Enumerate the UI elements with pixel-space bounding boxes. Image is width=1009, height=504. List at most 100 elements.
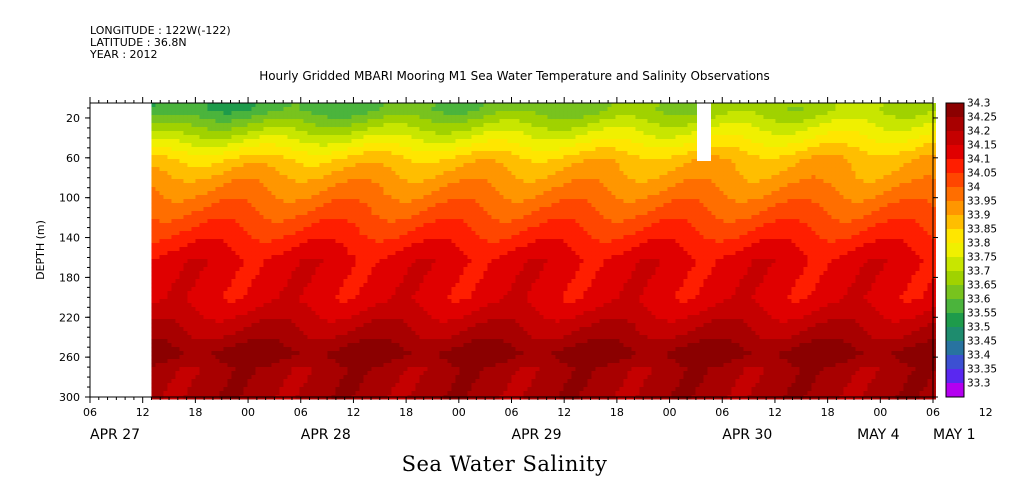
longitude-label: LONGITUDE : 122W(-122) [90,24,231,37]
heatmap-cell [403,195,408,200]
heatmap-cell [223,307,228,312]
heatmap-cell [199,387,204,392]
heatmap-cell [255,139,260,144]
heatmap-cell [355,131,360,136]
heatmap-cell [247,215,252,220]
heatmap-cell [323,351,328,356]
heatmap-cell [179,347,184,352]
heatmap-cell [395,147,400,152]
heatmap-cell [375,375,380,380]
heatmap-cell [411,355,416,360]
heatmap-cell [403,191,408,196]
heatmap-cell [231,151,236,156]
heatmap-cell [379,299,384,304]
heatmap-cell [379,347,384,352]
heatmap-cell [239,103,244,108]
heatmap-cell [155,151,160,156]
heatmap-cell [403,255,408,260]
heatmap-cell [291,335,296,340]
heatmap-cell [415,127,420,132]
heatmap-cell [223,391,228,396]
heatmap-cell [271,183,276,188]
heatmap-cell [343,283,348,288]
heatmap-cell [311,103,316,108]
heatmap-cell [203,359,208,364]
heatmap-cell [259,279,264,284]
heatmap-cell [251,107,256,112]
heatmap-cell [235,279,240,284]
heatmap-cell [151,367,156,372]
heatmap-cell [403,211,408,216]
heatmap-cell [167,235,172,240]
heatmap-cell [163,211,168,216]
heatmap-cell [319,163,324,168]
heatmap-cell [295,155,300,160]
heatmap-cell [291,287,296,292]
heatmap-cell [371,107,376,112]
heatmap-cell [151,295,156,300]
heatmap-cell [327,139,332,144]
heatmap-cell [279,291,284,296]
heatmap-cell [163,347,168,352]
heatmap-cell [211,231,216,236]
heatmap-cell [167,347,172,352]
heatmap-cell [267,323,272,328]
heatmap-cell [355,371,360,376]
heatmap-cell [395,319,400,324]
heatmap-cell [399,167,404,172]
heatmap-cell [419,123,424,128]
heatmap-cell [207,123,212,128]
heatmap-cell [211,227,216,232]
heatmap-cell [211,343,216,348]
heatmap-cell [291,159,296,164]
heatmap-cell [407,363,412,368]
heatmap-cell [359,179,364,184]
heatmap-cell [295,359,300,364]
heatmap-cell [187,295,192,300]
heatmap-cell [239,147,244,152]
heatmap-cell [415,107,420,112]
heatmap-cell [311,107,316,112]
heatmap-cell [331,215,336,220]
heatmap-cell [319,259,324,264]
heatmap-cell [327,159,332,164]
heatmap-cell [419,135,424,140]
heatmap-cell [411,231,416,236]
heatmap-cell [267,191,272,196]
heatmap-cell [255,251,260,256]
heatmap-cell [327,179,332,184]
heatmap-cell [231,111,236,116]
heatmap-cell [239,231,244,236]
heatmap-cell [215,251,220,256]
heatmap-cell [339,347,344,352]
heatmap-cell [419,203,424,208]
heatmap-cell [239,227,244,232]
heatmap-cell [167,379,172,384]
heatmap-cell [279,259,284,264]
heatmap-cell [151,379,156,384]
heatmap-cell [227,207,232,212]
heatmap-cell [259,183,264,188]
heatmap-cell [287,275,292,280]
heatmap-cell [331,123,336,128]
heatmap-cell [283,183,288,188]
heatmap-cell [347,191,352,196]
heatmap-cell [235,307,240,312]
heatmap-cell [323,327,328,332]
heatmap-cell [231,231,236,236]
heatmap-cell [419,155,424,160]
heatmap-cell [243,315,248,320]
heatmap-cell [167,111,172,116]
heatmap-cell [339,339,344,344]
heatmap-cell [207,107,212,112]
heatmap-cell [419,207,424,212]
heatmap-cell [379,279,384,284]
heatmap-cell [271,111,276,116]
heatmap-cell [331,119,336,124]
heatmap-cell [307,131,312,136]
heatmap-cell [211,127,216,132]
heatmap-cell [299,347,304,352]
heatmap-cell [391,367,396,372]
heatmap-cell [379,343,384,348]
heatmap-cell [243,151,248,156]
